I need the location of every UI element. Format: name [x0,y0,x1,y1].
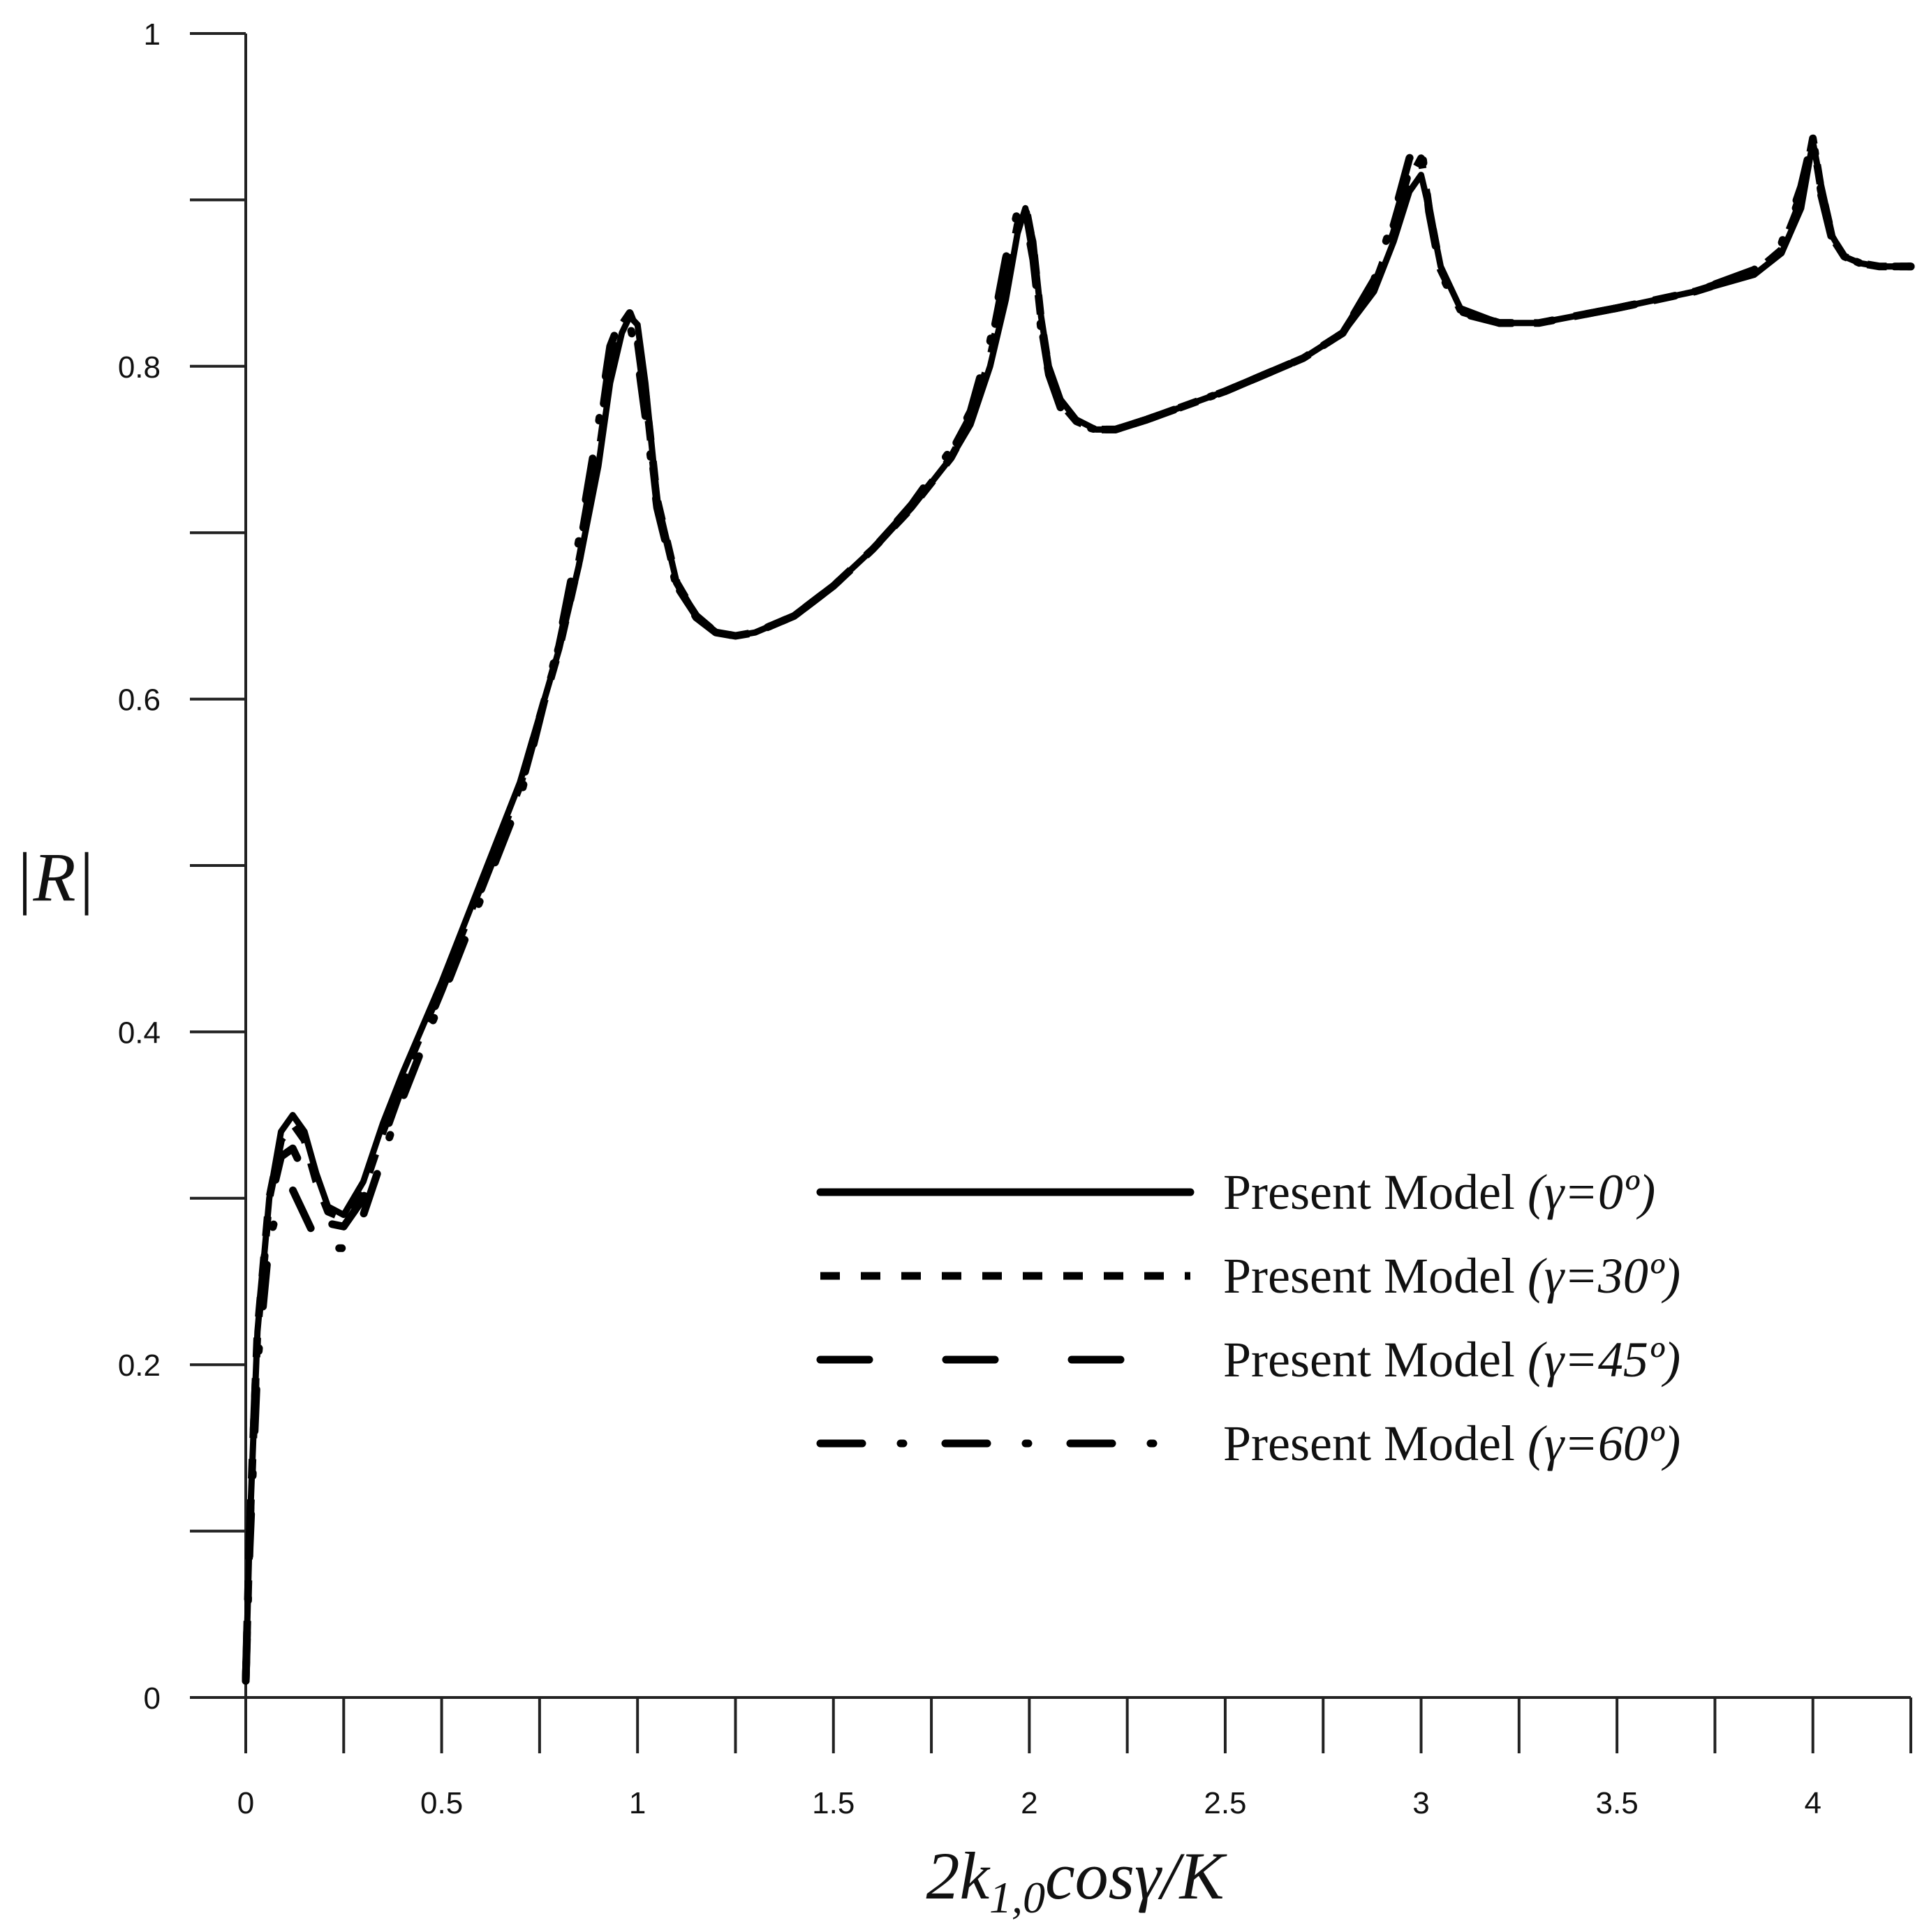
legend-label-param: (γ=30º) [1528,1248,1680,1304]
legend-label-param: (γ=45º) [1528,1332,1680,1388]
x-tick-label: 3.5 [1596,1786,1639,1820]
series-layer [242,133,1915,1685]
legend-label: Present Model (γ=0º) [1223,1164,1655,1220]
x-tick-label: 0.5 [420,1786,463,1820]
x-tick-label: 3 [1412,1786,1429,1820]
x-ticks: 0 0.5 1 1.5 2 2.5 3 3.5 4 [237,1697,1912,1820]
x-tick-label: 1 [629,1786,646,1820]
legend-label: Present Model (γ=45º) [1223,1332,1680,1388]
y-tick-label: 1 [144,17,161,52]
legend-label-main: Present Model [1223,1164,1528,1220]
x-axis-title-trail: cosγ/K [1045,1838,1227,1913]
legend-label-param: (γ=60º) [1528,1415,1680,1471]
legend-label-main: Present Model [1223,1415,1528,1471]
x-axis-title-subscript: 1,0 [989,1873,1045,1922]
x-axis-title-lead: 2k [926,1838,991,1913]
legend-label: Present Model (γ=30º) [1223,1248,1680,1304]
legend-label-main: Present Model [1223,1248,1528,1304]
legend-label: Present Model (γ=60º) [1223,1415,1680,1471]
y-ticks: 0 0.2 0.4 0.6 0.8 1 [118,17,246,1716]
x-tick-label: 1.5 [812,1786,855,1820]
x-tick-label: 0 [237,1786,254,1820]
y-tick-label: 0 [144,1681,161,1716]
x-tick-label: 2.5 [1204,1786,1246,1820]
legend-label-param: (γ=0º) [1528,1164,1655,1220]
y-axis-title: |R| [14,838,95,916]
legend: Present Model (γ=0º)Present Model (γ=30º… [816,1164,1680,1471]
y-tick-label: 0.6 [118,683,161,718]
x-tick-label: 4 [1804,1786,1821,1820]
series-line-dash-dot [242,133,1915,1685]
x-tick-label: 2 [1021,1786,1037,1820]
legend-label-main: Present Model [1223,1332,1528,1388]
y-tick-label: 0.2 [118,1348,161,1383]
series-line-long-dash [242,133,1915,1685]
y-tick-label: 0.8 [118,350,161,385]
x-axis-title: 2k1,0cosγ/K [926,1838,1227,1922]
y-tick-label: 0.4 [118,1016,161,1050]
